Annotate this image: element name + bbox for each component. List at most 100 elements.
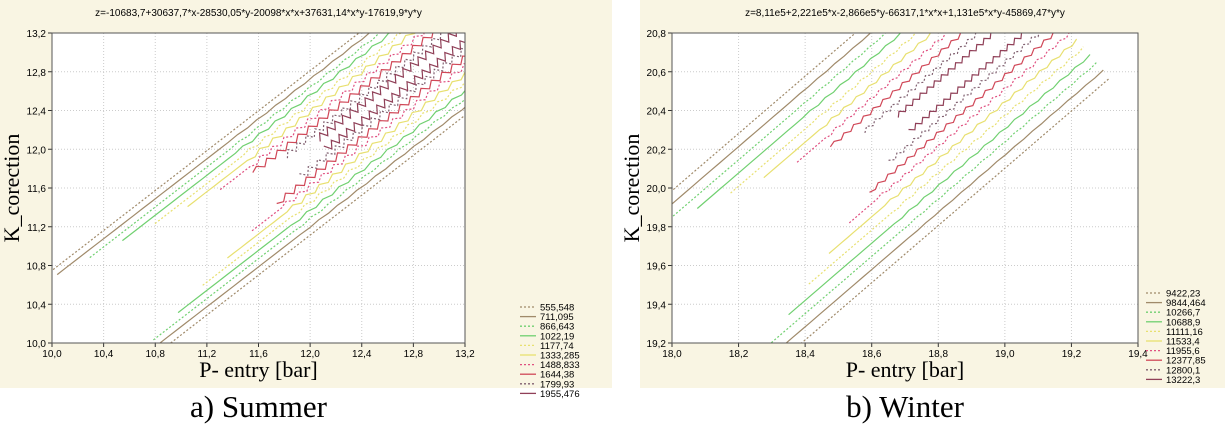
- contour-line: [869, 33, 1054, 193]
- contour-line: [672, 33, 872, 205]
- contour-line: [730, 33, 917, 194]
- y-axis-label: K_corection: [619, 134, 644, 243]
- contour-line: [808, 46, 1084, 285]
- y-tick-label: 12,8: [27, 68, 47, 79]
- legend-label: 1022,19: [540, 331, 574, 342]
- y-tick-label: 11,2: [27, 223, 46, 234]
- contours: [672, 33, 1111, 343]
- contour-line: [848, 33, 1070, 224]
- x-tick-label: 10,4: [94, 349, 114, 360]
- contour-line: [187, 33, 416, 208]
- plot-frame: [671, 32, 1139, 344]
- plot-frame: [51, 32, 466, 344]
- legend-label: 11955,6: [1166, 346, 1200, 357]
- legend-label: 1488,833: [540, 360, 580, 371]
- x-tick-label: 19,0: [995, 349, 1015, 360]
- x-tick-label: 18,6: [862, 349, 882, 360]
- legend-label: 1333,285: [540, 351, 580, 362]
- caption: a) Summer: [190, 389, 328, 424]
- contour-line: [864, 33, 977, 134]
- contour-line: [251, 63, 465, 232]
- x-tick-label: 12,0: [300, 349, 320, 360]
- contour-line: [672, 33, 887, 218]
- legend-label: 1644,38: [540, 370, 574, 381]
- contour-line: [696, 33, 902, 209]
- legend-label: 12377,85: [1166, 356, 1206, 367]
- x-tick-label: 12,4: [352, 349, 372, 360]
- x-axis-label: P- entry [bar]: [199, 357, 318, 382]
- contour-line: [788, 54, 1091, 316]
- x-tick-label: 18,4: [795, 349, 815, 360]
- contour-line: [227, 70, 465, 259]
- chart-title: z=8,11e5+2,221e5*x-2,866e5*y-66317,1*x*x…: [745, 8, 1065, 19]
- contour-line: [318, 33, 458, 142]
- contour-line: [252, 33, 434, 173]
- y-tick-label: 19,8: [647, 223, 667, 234]
- contour-line: [796, 33, 947, 163]
- caption: b) Winter: [846, 389, 965, 424]
- legend-label: 1177,74: [540, 341, 574, 352]
- contour-line: [286, 33, 450, 159]
- legend-label: 1955,476: [540, 389, 580, 400]
- legend-label: 10688,9: [1166, 317, 1200, 328]
- contour-line: [897, 33, 998, 118]
- x-tick-label: 11,2: [198, 349, 217, 360]
- contour-line: [202, 80, 465, 286]
- contours: [52, 33, 465, 343]
- legend-label: 11111,16: [1166, 327, 1203, 338]
- y-tick-label: 10,8: [27, 262, 47, 273]
- x-axis-label: P- entry [bar]: [846, 357, 965, 382]
- contour-line: [828, 38, 1078, 254]
- y-tick-label: 10,4: [27, 300, 47, 311]
- y-tick-label: 20,6: [647, 68, 667, 79]
- legend-label: 11533,4: [1166, 337, 1200, 348]
- legend-label: 866,643: [540, 322, 574, 333]
- legend-label: 13222,3: [1166, 375, 1200, 386]
- chart-panel: z=-10683,7+30637,7*x-28530,05*y-20098*x*…: [0, 0, 612, 424]
- chart-panel: z=8,11e5+2,221e5*x-2,866e5*y-66317,1*x*x…: [619, 0, 1225, 424]
- x-tick-label: 12,8: [404, 349, 424, 360]
- contour-line: [159, 106, 465, 343]
- x-tick-label: 10,0: [42, 349, 62, 360]
- contour-line: [323, 39, 465, 150]
- y-tick-label: 10,0: [27, 339, 47, 350]
- y-tick-label: 12,4: [27, 107, 47, 118]
- legend-label: 12800,1: [1166, 365, 1200, 376]
- legend-label: 711,095: [540, 312, 574, 323]
- legend-label: 10266,7: [1166, 308, 1200, 319]
- y-tick-label: 19,2: [647, 339, 667, 350]
- legend-label: 9844,464: [1166, 298, 1206, 309]
- y-axis-label: K_corection: [0, 134, 24, 243]
- contour-line: [770, 61, 1098, 343]
- y-tick-label: 12,0: [27, 145, 47, 156]
- contour-line: [785, 69, 1104, 343]
- contour-line: [763, 33, 932, 179]
- y-tick-label: 20,4: [647, 107, 667, 118]
- x-tick-label: 11,6: [249, 349, 268, 360]
- contour-line: [276, 55, 465, 205]
- y-tick-label: 20,2: [647, 145, 667, 156]
- x-tick-label: 19,2: [1062, 349, 1082, 360]
- y-tick-label: 13,2: [27, 29, 47, 40]
- contour-line: [56, 33, 371, 276]
- legend-label: 9422,23: [1166, 289, 1200, 300]
- contour-line: [829, 33, 962, 148]
- contour-line: [219, 33, 425, 191]
- contour-line: [908, 33, 1029, 131]
- y-tick-label: 11,6: [27, 184, 46, 195]
- chart-title: z=-10683,7+30637,7*x-28530,05*y-20098*x*…: [95, 8, 422, 19]
- x-tick-label: 18,0: [662, 349, 682, 360]
- y-tick-label: 19,6: [647, 262, 667, 273]
- x-tick-label: 19,4: [1128, 349, 1148, 360]
- x-tick-label: 18,8: [929, 349, 949, 360]
- x-tick-label: 10,8: [146, 349, 166, 360]
- contour-line: [177, 89, 465, 314]
- contour-line: [153, 98, 465, 341]
- contour-line: [122, 33, 391, 242]
- legend-label: 1799,93: [540, 379, 574, 390]
- x-tick-label: 18,2: [729, 349, 749, 360]
- x-tick-label: 13,2: [455, 349, 475, 360]
- y-tick-label: 20,0: [647, 184, 667, 195]
